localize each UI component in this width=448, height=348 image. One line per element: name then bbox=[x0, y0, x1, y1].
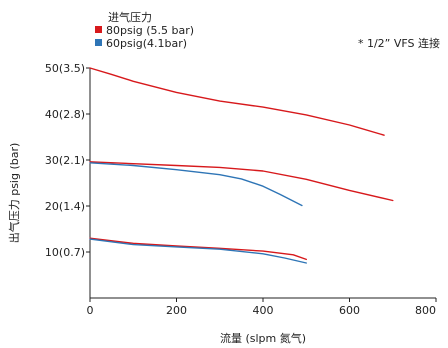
legend-swatch-1 bbox=[95, 26, 102, 33]
legend-label-2: 60psig(4.1bar) bbox=[106, 37, 187, 50]
legend-swatch-2 bbox=[95, 39, 102, 46]
series-2-curve-2 bbox=[89, 238, 307, 264]
x-axis-title: 流量 (slpm 氮气) bbox=[220, 331, 306, 345]
note: * 1/2” VFS 连接 bbox=[358, 37, 440, 50]
legend-label-1: 80psig (5.5 bar) bbox=[106, 24, 194, 37]
series-1-curve-2 bbox=[89, 161, 394, 202]
legend-title: 进气压力 bbox=[108, 10, 152, 24]
x-tick-label: 200 bbox=[166, 304, 187, 317]
series-lines bbox=[89, 67, 394, 264]
x-tick-label: 600 bbox=[339, 304, 360, 317]
y-tick-label: 30(2.1) bbox=[45, 154, 85, 167]
y-axis-title: 出气压力 psig (bar) bbox=[7, 143, 21, 244]
x-tick-label: 400 bbox=[253, 304, 274, 317]
connection-note: * 1/2” VFS 连接 bbox=[358, 37, 440, 50]
y-tick-label: 10(0.7) bbox=[45, 246, 85, 259]
series-2-curve-1 bbox=[89, 162, 303, 207]
series-1-curve-3 bbox=[89, 237, 307, 261]
y-tick-label: 20(1.4) bbox=[45, 200, 85, 213]
series-1-curve-1 bbox=[89, 67, 385, 136]
x-tick-label: 800 bbox=[415, 304, 436, 317]
y-tick-label: 50(3.5) bbox=[45, 62, 85, 75]
y-tick-label: 40(2.8) bbox=[45, 108, 85, 121]
axes: 10(0.7) 20(1.4) 30(2.1) 40(2.8) 50(3.5) 0 200 4… bbox=[7, 62, 437, 345]
x-tick-label: 0 bbox=[87, 304, 94, 317]
